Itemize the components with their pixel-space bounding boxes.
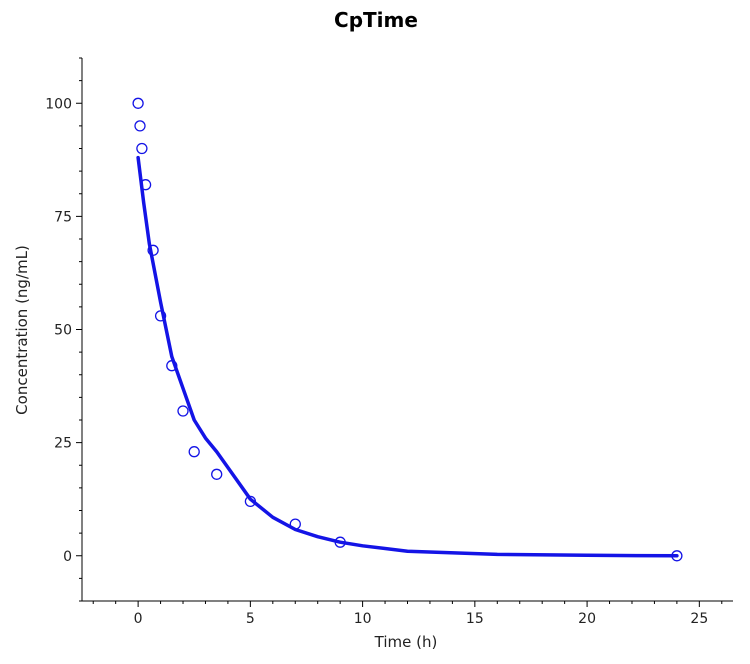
- observed-point: [289, 518, 301, 530]
- y-tick-label: 0: [63, 549, 72, 565]
- y-tick-label: 100: [45, 96, 72, 112]
- observed-point: [177, 405, 189, 417]
- chart-title: CpTime: [334, 8, 418, 32]
- observed-point: [147, 244, 159, 256]
- y-tick-label: 25: [54, 436, 72, 452]
- x-tick-label: 20: [578, 611, 596, 627]
- x-tick-label: 0: [134, 611, 143, 627]
- y-tick-label: 50: [54, 323, 72, 339]
- fit-line-series: [136, 155, 679, 558]
- observed-point: [244, 495, 257, 508]
- axes: 0 5 10 15 20 25 0 25 50 75 100: [45, 57, 733, 627]
- observed-point: [671, 550, 683, 562]
- x-tick-label: 25: [690, 611, 708, 627]
- observed-point: [134, 120, 146, 132]
- observed-point: [334, 536, 346, 548]
- x-tick-label: 5: [246, 611, 255, 627]
- fit-line: [136, 155, 679, 558]
- observed-point: [132, 97, 144, 109]
- y-tick-label: 75: [54, 209, 72, 225]
- observed-point: [136, 142, 148, 155]
- observed-point: [139, 179, 152, 191]
- observed-point: [166, 360, 178, 372]
- x-tick-label: 15: [466, 611, 484, 627]
- observed-point: [154, 310, 167, 322]
- x-axis-label: Time (h): [374, 633, 438, 651]
- x-tick-label: 10: [354, 611, 372, 627]
- observed-point: [211, 468, 223, 480]
- y-axis-label: Concentration (ng/mL): [13, 245, 31, 415]
- observed-points-series: [132, 97, 683, 562]
- observed-point: [188, 446, 200, 458]
